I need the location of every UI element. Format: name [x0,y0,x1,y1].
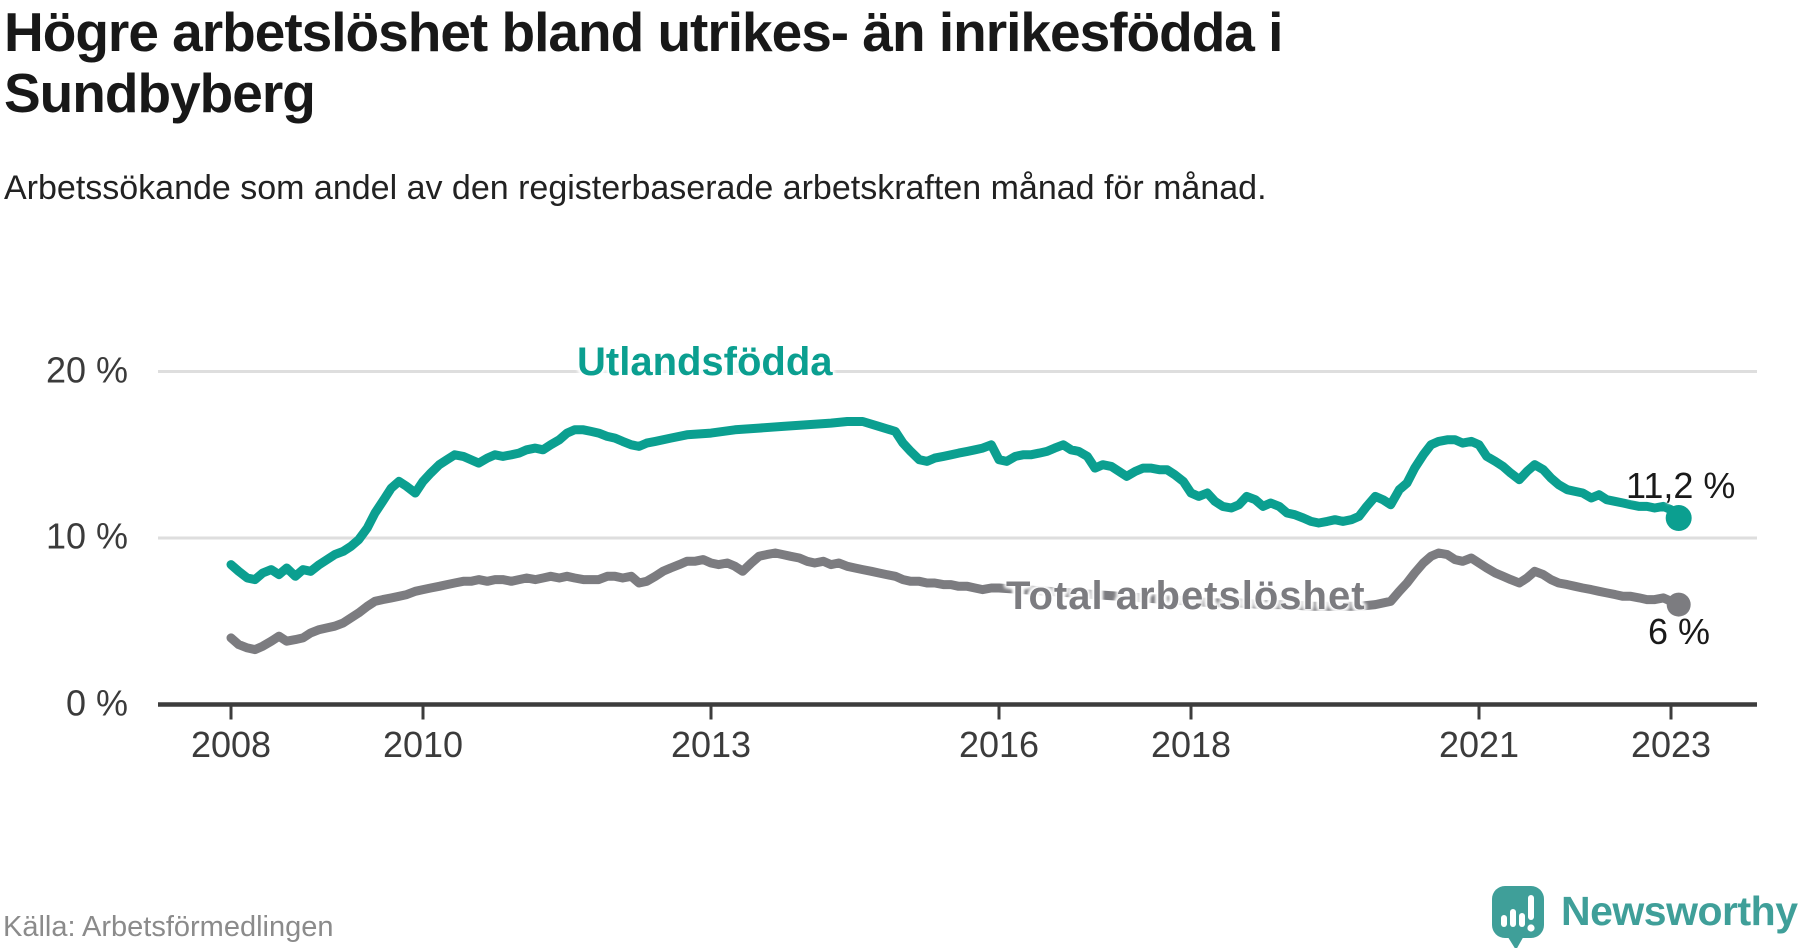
series-label-utlandsfodda: Utlandsfödda [577,340,833,384]
newsworthy-icon [1492,886,1544,948]
series-endpoint-utlandsfodda [1665,505,1692,532]
x-tick-label-2023: 2023 [1630,724,1712,765]
page-title: Högre arbetslöshet bland utrikes- än inr… [4,1,1283,124]
y-tick-label-0: 0 % [65,681,128,723]
series-line-total [226,548,1684,655]
end-value-label-total: 6 % [1648,611,1711,652]
page-subtitle: Arbetssökande som andel av den registerb… [4,169,1267,207]
x-tick-label-2016: 2016 [958,724,1040,765]
x-tick-label-2008: 2008 [190,724,272,765]
y-tick-label-10: 10 % [45,515,128,557]
series-label-total-arbetsloshet: Total arbetslöshet [1006,574,1366,618]
y-tick-label-20: 20 % [45,348,128,390]
x-tick-label-2018: 2018 [1150,724,1232,765]
newsworthy-wordmark: Newsworthy [1561,888,1798,934]
x-tick-label-2010: 2010 [382,724,464,765]
source-note: Källa: Arbetsförmedlingen [3,911,334,943]
x-tick-label-2013: 2013 [670,724,752,765]
newsworthy-logo: Newsworthy [1490,884,1798,948]
series-line-utlandsfodda [226,417,1684,585]
x-tick-label-2021: 2021 [1438,724,1520,765]
end-value-label-utlandsfodda: 11,2 % [1626,465,1736,506]
series-endpoint-total [1666,592,1691,617]
